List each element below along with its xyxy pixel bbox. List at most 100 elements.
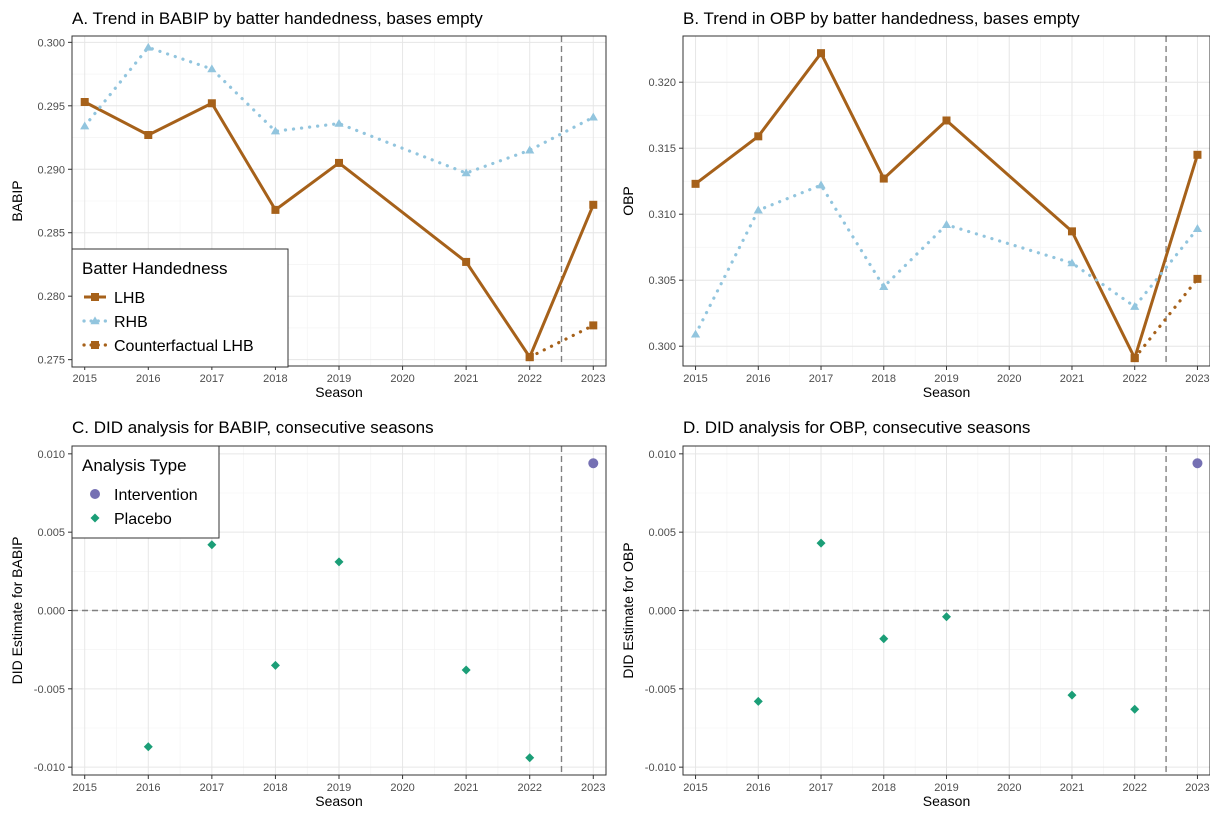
x-axis-title: Season [923,793,970,809]
x-tick-label: 2015 [72,782,96,794]
series-placebo [753,538,1140,714]
series-counterfactual-lhb [1130,274,1202,363]
x-tick-label: 2022 [517,373,541,385]
x-axis-title: Season [315,384,362,400]
series-lhb [80,98,598,362]
legend-key [90,513,100,523]
legend-box [71,248,289,368]
x-tick-label: 2020 [997,373,1021,385]
data-point [525,753,535,763]
data-point [1192,458,1203,469]
data-point [1193,274,1202,283]
x-tick-label: 2019 [934,373,958,385]
legend: Batter Handedness LHB RHB Counterfactual LH… [71,248,289,368]
data-point [334,118,344,127]
x-tick-label: 2015 [72,373,96,385]
series-rhb [80,42,598,177]
x-tick-label: 2020 [390,782,414,794]
y-tick-label: -0.005 [645,684,676,696]
panel-d: D. DID analysis for OBP, consecutive sea… [620,418,1210,809]
x-tick-label: 2018 [872,782,896,794]
data-point [1067,258,1077,267]
gridlines [683,446,1210,775]
data-point [753,696,763,706]
x-tick-label: 2023 [1185,782,1209,794]
y-axis: -0.010 -0.005 0.000 0.005 0.010 [34,449,72,774]
legend-key-marker [90,513,100,523]
x-tick-label: 2015 [683,373,707,385]
y-tick-label: -0.005 [34,684,65,696]
y-axis: 0.275 0.280 0.285 0.290 0.295 0.300 [37,37,72,367]
legend-key-marker [91,341,99,349]
data-point [1067,227,1076,236]
x-tick-label: 2016 [746,373,770,385]
series-line [83,45,595,175]
x-tick-label: 2016 [136,373,160,385]
data-point [690,329,701,338]
panel-c: C. DID analysis for BABIP, consecutive s… [9,418,607,809]
series-placebo [143,540,535,763]
x-tick-label: 2018 [263,373,287,385]
panel-title: A. Trend in BABIP by batter handedness, … [72,9,483,28]
y-tick-label: 0.290 [37,164,65,176]
x-axis: 2015 2016 2017 2018 2019 2020 2021 2022 2023 [683,366,1210,385]
data-point [462,257,471,266]
data-point [207,64,217,73]
series-intervention [588,458,599,469]
y-tick-label: 0.010 [648,449,676,461]
data-point [1130,354,1139,363]
y-tick-label: 0.010 [37,449,65,461]
legend-label: Intervention [114,487,198,504]
data-point [816,180,826,189]
data-point [271,205,280,214]
data-point [1130,302,1140,310]
y-axis: 0.300 0.305 0.310 0.315 0.320 [648,77,683,353]
legend-label: RHB [114,314,148,331]
data-point [942,612,951,622]
series-line [84,100,595,359]
y-tick-label: -0.010 [34,762,65,774]
x-tick-label: 2023 [1185,373,1209,385]
legend: Analysis Type Intervention Placebo [71,445,220,539]
y-tick-label: 0.285 [37,228,65,240]
data-point [942,116,951,125]
x-tick-label: 2021 [1060,782,1084,794]
y-axis-title: OBP [620,186,636,216]
data-point [816,538,826,548]
y-tick-label: 0.320 [648,77,676,89]
data-point [588,112,598,121]
legend-key [82,341,108,349]
legend-key-marker [90,316,100,325]
x-tick-label: 2016 [746,782,770,794]
panel-b: B. Trend in OBP by batter handedness, ba… [620,9,1210,400]
panel-title: C. DID analysis for BABIP, consecutive s… [72,418,434,437]
x-tick-label: 2017 [200,782,224,794]
x-tick-label: 2018 [872,373,896,385]
data-point [207,99,216,108]
data-point [691,179,700,188]
data-point [525,353,534,362]
x-tick-label: 2019 [327,373,351,385]
series-line [694,51,1199,360]
series-rhb [690,180,1203,338]
data-point [207,540,217,550]
data-point [143,742,153,752]
data-point [270,660,280,670]
legend-label: Placebo [114,511,172,528]
data-point [461,168,471,177]
x-tick-label: 2022 [1122,373,1146,385]
data-point [589,200,598,209]
x-axis: 2015 2016 2017 2018 2019 2020 2021 2022 2023 [683,775,1210,794]
y-tick-label: 0.000 [37,606,65,618]
legend-key [90,489,100,499]
x-tick-label: 2017 [200,373,224,385]
x-axis: 2015 2016 2017 2018 2019 2020 2021 2022 2023 [72,775,606,794]
y-axis: -0.010 -0.005 0.000 0.005 0.010 [645,449,683,774]
data-point [461,665,471,675]
panel-title: B. Trend in OBP by batter handedness, ba… [683,9,1080,28]
data-point [753,205,763,214]
data-point [879,282,889,291]
y-tick-label: 0.280 [37,291,65,303]
data-point [1192,224,1203,232]
data-point [1067,690,1077,700]
